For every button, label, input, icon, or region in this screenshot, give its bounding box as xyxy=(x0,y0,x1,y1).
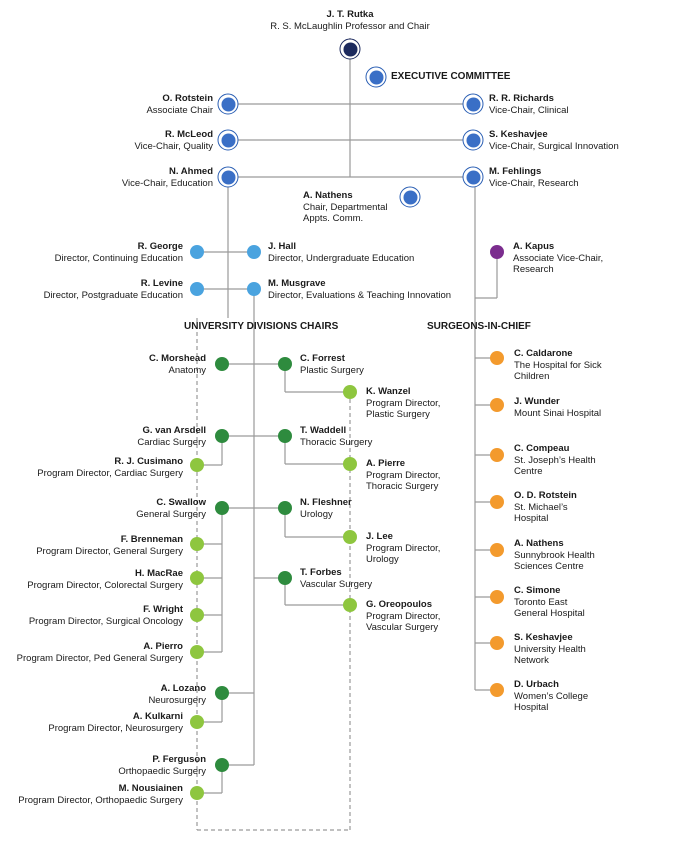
edu-levine-node xyxy=(190,282,204,296)
exec-richards-node xyxy=(462,93,484,115)
div-waddell-node xyxy=(278,429,292,443)
div-brenneman-node xyxy=(190,537,204,551)
div-macrae: H. MacRae Program Director, Colorectal S… xyxy=(27,568,183,591)
sic-caldarone: C. Caldarone The Hospital for Sick Child… xyxy=(514,348,602,382)
sic-keshavjee-node xyxy=(490,636,504,650)
div-lozano: A. Lozano Neurosurgery xyxy=(148,683,206,706)
exec-rotstein-node xyxy=(217,93,239,115)
edu-george: R. George Director, Continuing Education xyxy=(54,241,183,264)
chair-role: R. S. McLaughlin Professor and Chair xyxy=(270,20,430,32)
exec-nathens-node xyxy=(399,186,421,208)
surgeons-heading: SURGEONS-IN-CHIEF xyxy=(427,321,531,332)
sic-urbach-node xyxy=(490,683,504,697)
div-wanzel-node xyxy=(343,385,357,399)
div-fleshner-node xyxy=(278,501,292,515)
div-wright: F. Wright Program Director, Surgical Onc… xyxy=(28,604,183,627)
sic-compeau-node xyxy=(490,448,504,462)
sic-wunder: J. Wunder Mount Sinai Hospital xyxy=(514,396,602,419)
div-swallow-node xyxy=(215,501,229,515)
sic-caldarone-node xyxy=(490,351,504,365)
exec-keshavjee: S. Keshavjee Vice-Chair, Surgical Innova… xyxy=(489,129,619,152)
div-forrest: C. Forrest Plastic Surgery xyxy=(300,353,364,376)
divisions-heading: UNIVERSITY DIVISIONS CHAIRS xyxy=(184,321,339,332)
exec-keshavjee-node xyxy=(462,129,484,151)
sic-rotstein-node xyxy=(490,495,504,509)
sic-simone: C. Simone Toronto East General Hospital xyxy=(514,585,585,619)
exec-nathens: A. Nathens Chair, Departmental Appts. Co… xyxy=(303,190,388,224)
edu-musgrave-node xyxy=(247,282,261,296)
div-vanarsdell-node xyxy=(215,429,229,443)
div-pierro: A. Pierro Program Director, Ped General … xyxy=(16,641,183,664)
div-wright-node xyxy=(190,608,204,622)
exec-fehlings-node xyxy=(462,166,484,188)
div-forrest-node xyxy=(278,357,292,371)
edu-hall-node xyxy=(247,245,261,259)
sic-nathens-node xyxy=(490,543,504,557)
div-oreopoulos: G. Oreopoulos Program Director, Vascular… xyxy=(366,599,441,633)
div-vanarsdell: G. van Arsdell Cardiac Surgery xyxy=(137,425,206,448)
exec-fehlings: M. Fehlings Vice-Chair, Research xyxy=(489,166,579,189)
chair-label: J. T. Rutka R. S. McLaughlin Professor a… xyxy=(240,9,460,32)
div-ferguson: P. Ferguson Orthopaedic Surgery xyxy=(118,754,206,777)
div-lee: J. Lee Program Director, Urology xyxy=(366,531,441,565)
chair-node xyxy=(339,38,361,60)
div-forbes: T. Forbes Vascular Surgery xyxy=(300,567,373,590)
sic-rotstein: O. D. Rotstein St. Michael’s Hospital xyxy=(514,490,577,524)
exec-ahmed-node xyxy=(217,166,239,188)
div-cusimano-node xyxy=(190,458,204,472)
div-brenneman: F. Brenneman Program Director, General S… xyxy=(36,534,183,557)
edu-george-node xyxy=(190,245,204,259)
sic-simone-node xyxy=(490,590,504,604)
div-pierre: A. Pierre Program Director, Thoracic Sur… xyxy=(366,458,441,492)
exec-mcleod-node xyxy=(217,129,239,151)
edu-musgrave: M. Musgrave Director, Evaluations & Teac… xyxy=(268,278,452,301)
div-swallow: C. Swallow General Surgery xyxy=(136,497,206,520)
div-ferguson-node xyxy=(215,758,229,772)
exec-rotstein: O. Rotstein Associate Chair xyxy=(146,93,213,116)
edu-levine: R. Levine Director, Postgraduate Educati… xyxy=(43,278,183,301)
div-pierro-node xyxy=(190,645,204,659)
executive-committee-title: EXECUTIVE COMMITTEE xyxy=(391,71,511,82)
div-pierre-node xyxy=(343,457,357,471)
executive-committee-node xyxy=(365,66,387,88)
sic-urbach: D. Urbach Women’s College Hospital xyxy=(514,679,589,713)
div-nousiainen: M. Nousiainen Program Director, Orthopae… xyxy=(18,783,183,806)
div-kulkarni: A. Kulkarni Program Director, Neurosurge… xyxy=(48,711,183,734)
div-wanzel: K. Wanzel Program Director, Plastic Surg… xyxy=(366,386,441,420)
div-morshead: C. Morshead Anatomy xyxy=(148,353,206,376)
div-waddell: T. Waddell Thoracic Surgery xyxy=(300,425,373,448)
div-forbes-node xyxy=(278,571,292,585)
exec-richards: R. R. Richards Vice-Chair, Clinical xyxy=(489,93,569,116)
div-kulkarni-node xyxy=(190,715,204,729)
sic-compeau: C. Compeau St. Joseph’s Health Centre xyxy=(514,443,596,477)
div-cusimano: R. J. Cusimano Program Director, Cardiac… xyxy=(37,456,183,479)
sic-wunder-node xyxy=(490,398,504,412)
div-morshead-node xyxy=(215,357,229,371)
div-lozano-node xyxy=(215,686,229,700)
exec-mcleod: R. McLeod Vice-Chair, Quality xyxy=(134,129,214,152)
research-kapus-node xyxy=(490,245,504,259)
div-nousiainen-node xyxy=(190,786,204,800)
exec-ahmed: N. Ahmed Vice-Chair, Education xyxy=(121,166,213,189)
research-kapus: A. Kapus Associate Vice-Chair, Research xyxy=(513,241,604,275)
edu-hall: J. Hall Director, Undergraduate Educatio… xyxy=(268,241,415,264)
div-macrae-node xyxy=(190,571,204,585)
div-oreopoulos-node xyxy=(343,598,357,612)
sic-keshavjee: S. Keshavjee University Health Network xyxy=(514,632,586,666)
chair-name: J. T. Rutka xyxy=(326,9,374,20)
div-lee-node xyxy=(343,530,357,544)
sic-nathens: A. Nathens Sunnybrook Health Sciences Ce… xyxy=(514,538,595,572)
div-fleshner: N. Fleshner Urology xyxy=(300,497,352,520)
